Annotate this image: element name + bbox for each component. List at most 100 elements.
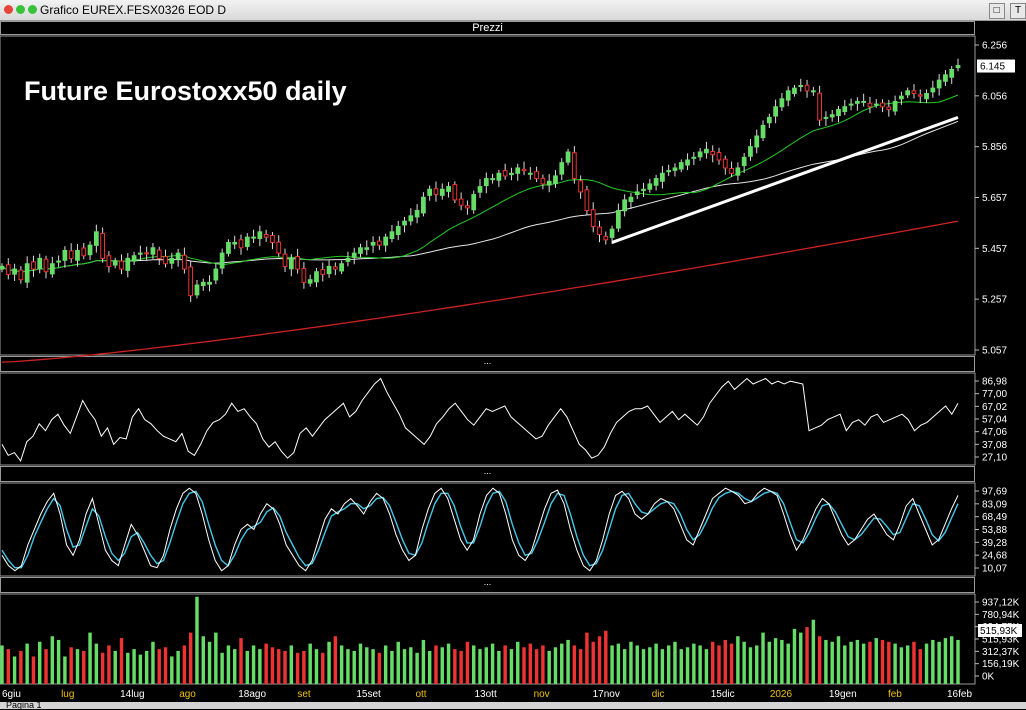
price-candle (641, 188, 646, 192)
volume-bar (591, 641, 595, 684)
x-axis-label: 18ago (238, 689, 266, 700)
volume-panel-header[interactable]: ... (0, 577, 975, 593)
volume-bar (843, 645, 847, 684)
volume-bar (409, 647, 413, 684)
volume-bar (245, 650, 250, 684)
price-candle (754, 135, 760, 148)
volume-bar (679, 649, 683, 684)
price-candle (924, 92, 929, 100)
price-candle (892, 100, 898, 112)
volume-bar (232, 649, 237, 684)
price-candle (238, 239, 244, 249)
price-candle (660, 172, 665, 182)
volume-bar (710, 641, 715, 684)
minimize-dot-icon[interactable] (16, 5, 25, 14)
volume-bar (44, 649, 48, 684)
price-candle (886, 106, 892, 110)
volume-bar (666, 645, 671, 684)
rsi-axis-tick-label: 67,02 (982, 402, 1007, 413)
volume-bar (503, 645, 507, 684)
price-candle (345, 257, 351, 262)
volume-bar (767, 641, 772, 684)
price-candle (137, 252, 143, 255)
volume-bar (497, 650, 501, 684)
volume-bar (12, 656, 17, 684)
volume-bar (478, 649, 482, 684)
price-candle (603, 235, 609, 241)
rsi-panel-separator: ... (483, 356, 492, 366)
price-candle (722, 158, 728, 169)
volume-bar (484, 647, 489, 684)
volume-bar (132, 649, 136, 684)
volume-bar (251, 645, 256, 684)
rsi-axis-tick-label: 27,10 (982, 453, 1007, 464)
price-candle (553, 175, 558, 185)
price-candle (182, 254, 187, 270)
price-candle (452, 183, 458, 201)
price-candle (49, 263, 55, 275)
volume-bar (69, 647, 73, 684)
price-candle (741, 156, 747, 167)
volume-bar (459, 650, 463, 684)
volume-bar (427, 650, 432, 684)
volume-current-box (978, 624, 1022, 637)
price-candle (760, 124, 766, 139)
volume-bar (654, 643, 658, 684)
volume-bar (270, 647, 275, 684)
price-candle (339, 263, 345, 272)
price-candle (779, 98, 785, 108)
price-candle (175, 252, 181, 260)
volume-bar (327, 641, 331, 684)
price-candle (559, 162, 565, 175)
price-ma-slow-line (1, 220, 959, 363)
price-candle (408, 215, 414, 222)
volume-bar (100, 652, 105, 684)
price-candle (798, 84, 804, 88)
price-candle (62, 249, 68, 261)
maximize-button[interactable]: □ (988, 3, 1005, 19)
volume-bar (220, 652, 224, 684)
volume-bar (849, 641, 853, 684)
stoch-axis-tick-label: 68,49 (982, 512, 1007, 523)
price-axis-tick-label: 5.457 (982, 244, 1007, 255)
volume-bar (415, 652, 419, 684)
price-candle (521, 168, 527, 172)
price-candle (37, 257, 43, 270)
volume-bar (887, 641, 891, 684)
volume-bar (610, 645, 614, 684)
volume-bar (522, 647, 526, 684)
volume-bar (182, 645, 187, 684)
x-axis-label: 19gen (829, 689, 857, 700)
rsi-line (1, 377, 959, 462)
x-axis-label: ago (179, 689, 196, 700)
price-candle (905, 90, 911, 96)
volume-bar (704, 649, 709, 684)
price-candle (446, 186, 451, 192)
price-candle (144, 252, 150, 255)
price-candle (395, 225, 401, 235)
volume-bar (547, 650, 551, 684)
price-candle (106, 255, 112, 267)
stoch-panel-header[interactable]: ... (0, 466, 975, 482)
price-candle (219, 252, 225, 269)
rsi-panel-header[interactable]: ... (0, 356, 975, 372)
price-candle (672, 167, 678, 171)
price-candle (389, 231, 395, 239)
sheet-tab[interactable]: Pagina 1 (6, 700, 42, 710)
price-candle (861, 100, 867, 103)
price-candle (483, 178, 489, 187)
volume-bar (817, 636, 822, 684)
x-axis-label: 14lug (120, 689, 144, 700)
price-candle (565, 151, 571, 163)
zoom-dot-icon[interactable] (28, 5, 37, 14)
volume-bar (214, 632, 218, 684)
price-candle (578, 180, 584, 193)
price-candle (880, 102, 885, 108)
volume-bar (578, 649, 583, 684)
price-candle (427, 188, 433, 196)
price-candle (615, 210, 621, 229)
close-dot-icon[interactable] (4, 5, 13, 14)
price-candle (200, 281, 206, 287)
price-candle (584, 189, 590, 212)
